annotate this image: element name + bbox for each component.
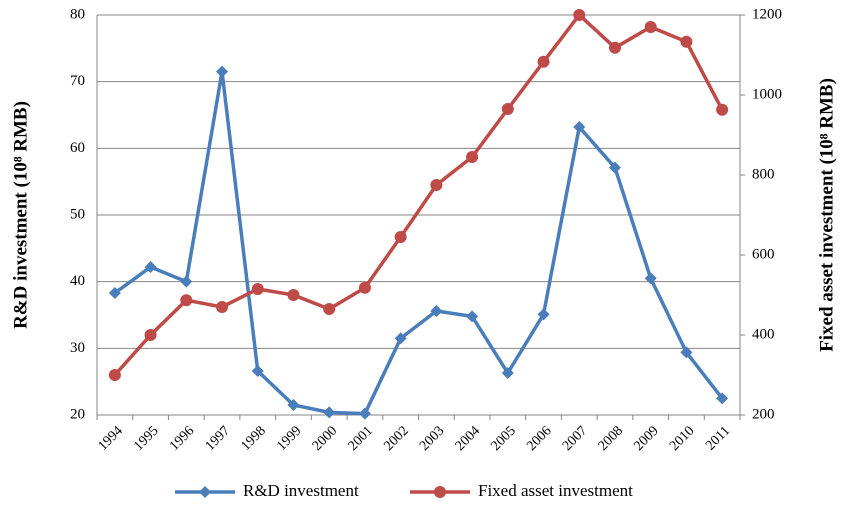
y-tick-label: 80 — [70, 6, 85, 22]
data-point — [608, 161, 621, 174]
data-point — [358, 407, 371, 420]
data-point — [573, 9, 586, 21]
legend-marker — [199, 486, 211, 498]
data-point — [501, 367, 514, 379]
y2-tick-label: 200 — [752, 406, 775, 422]
x-tick-label: 2004 — [453, 423, 483, 453]
x-tick-label: 2006 — [524, 423, 554, 453]
y-axis-title: R&D investment (10⁸ RMB) — [10, 101, 31, 329]
x-tick-label: 2010 — [667, 423, 697, 453]
x-tick-label: 2002 — [381, 423, 411, 453]
series-line — [113, 12, 724, 377]
x-tick-label: 2001 — [346, 423, 376, 453]
y2-tick-label: 800 — [752, 166, 775, 182]
y2-axis-title: Fixed asset investment (10⁸ RMB) — [816, 78, 837, 352]
data-point — [466, 310, 479, 323]
data-point — [573, 121, 586, 133]
data-point — [680, 346, 693, 359]
data-point — [323, 303, 336, 315]
data-point — [466, 151, 479, 163]
y-tick-label: 50 — [70, 206, 85, 222]
data-point — [394, 231, 407, 243]
x-tick-label: 1995 — [131, 423, 161, 453]
y2-tick-label: 1000 — [752, 86, 782, 102]
y-tick-label: 70 — [70, 73, 85, 89]
x-tick-label: 2007 — [560, 423, 590, 453]
legend-label: R&D investment — [243, 481, 359, 500]
x-tick-label: 1998 — [238, 423, 268, 453]
data-point — [251, 365, 264, 377]
y-tick-label: 30 — [70, 340, 85, 356]
x-tick-label: 2005 — [489, 423, 519, 453]
data-point — [251, 283, 264, 295]
data-point — [537, 308, 550, 321]
data-point — [608, 41, 621, 54]
data-point — [323, 406, 336, 419]
legend-marker — [434, 486, 446, 498]
data-point — [394, 332, 407, 345]
x-tick-label: 1999 — [274, 423, 304, 453]
data-point — [501, 103, 514, 115]
data-point — [287, 289, 300, 301]
y2-tick-label: 600 — [752, 246, 775, 262]
data-point — [358, 281, 371, 294]
data-point — [537, 55, 550, 68]
data-point — [108, 369, 121, 381]
x-tick-label: 1994 — [96, 423, 126, 453]
data-point — [644, 21, 657, 33]
series-line — [113, 71, 724, 416]
data-point — [716, 392, 729, 405]
x-tick-label: 2011 — [703, 423, 733, 453]
data-point — [216, 65, 229, 78]
x-tick-label: 2009 — [631, 423, 661, 453]
x-tick-label: 1996 — [167, 423, 197, 453]
data-point — [108, 287, 121, 299]
data-point — [144, 261, 157, 273]
data-point — [144, 329, 157, 341]
y-tick-label: 20 — [70, 406, 85, 422]
y-tick-label: 60 — [70, 140, 85, 156]
data-point — [180, 294, 193, 307]
data-point — [716, 103, 729, 116]
data-point — [430, 179, 443, 191]
data-point — [216, 301, 229, 313]
x-tick-label: 2003 — [417, 423, 447, 453]
x-tick-label: 2000 — [310, 423, 340, 453]
data-point — [287, 399, 300, 411]
data-point — [180, 275, 193, 288]
data-point — [430, 305, 443, 317]
x-tick-label: 1997 — [203, 423, 233, 453]
y2-tick-label: 1200 — [752, 6, 782, 22]
legend-label: Fixed asset investment — [478, 481, 633, 500]
data-point — [680, 35, 693, 48]
x-tick-label: 2008 — [596, 423, 626, 453]
data-point — [644, 272, 657, 285]
y-tick-label: 40 — [70, 273, 85, 289]
y2-tick-label: 400 — [752, 326, 775, 342]
